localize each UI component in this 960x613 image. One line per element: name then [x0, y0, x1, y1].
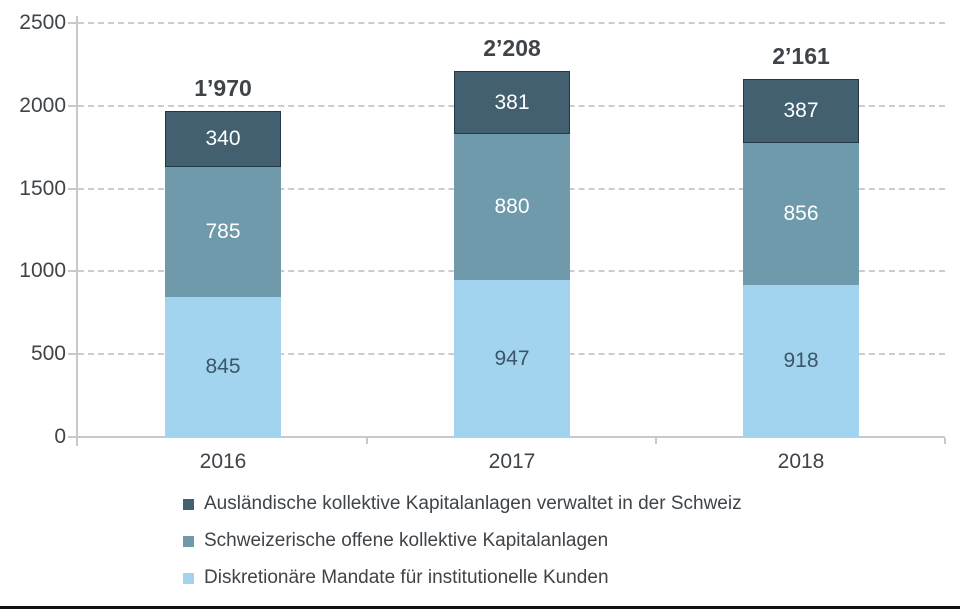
legend-label: Diskretionäre Mandate für institutionell… [204, 567, 609, 588]
bottom-divider [0, 606, 960, 609]
y-axis-label: 2500 [19, 11, 66, 34]
bar-total-label: 2’161 [772, 43, 830, 69]
y-axis-label: 1500 [19, 177, 66, 200]
legend-swatch-medium-icon [183, 536, 194, 547]
y-axis-tick [68, 436, 78, 438]
bar-segment: 387 [743, 79, 859, 143]
x-axis-line [78, 436, 945, 438]
bar-segment: 880 [454, 134, 570, 280]
legend-label: Schweizerische offene kollektive Kapital… [204, 530, 609, 551]
x-axis-tick [366, 438, 368, 444]
bar-segment: 918 [743, 285, 859, 437]
x-axis-tick [655, 438, 657, 444]
bar-total-label: 1’970 [194, 75, 252, 101]
bar-segment: 947 [454, 280, 570, 437]
legend-label: Ausländische kollektive Kapitalanlagen v… [204, 493, 742, 514]
legend-item-auslaendische-kollektive: Ausländische kollektive Kapitalanlagen v… [183, 492, 742, 516]
y-axis-tick [68, 353, 78, 355]
gridline-2500 [78, 22, 945, 24]
bar-segment: 340 [165, 111, 281, 167]
bar-total-label: 2’208 [483, 35, 541, 61]
y-axis-line [76, 16, 78, 446]
plot-area: 0 500 1000 1500 2000 2500 845 785 340 1’970 2016 94… [19, 11, 946, 473]
y-axis-label: 500 [30, 342, 66, 365]
x-axis-category-label: 2016 [199, 450, 247, 473]
x-axis-tick [944, 438, 946, 444]
x-axis-category-label: 2017 [488, 450, 536, 473]
y-axis-label: 1000 [19, 259, 66, 282]
x-axis-category-label: 2018 [777, 450, 825, 473]
bar-segment: 845 [165, 297, 281, 437]
y-axis-label: 2000 [19, 94, 66, 117]
legend-item-schweizerische-offene: Schweizerische offene kollektive Kapital… [183, 529, 608, 553]
y-axis-tick [68, 22, 78, 24]
y-axis-tick [68, 188, 78, 190]
bar-segment: 381 [454, 71, 570, 134]
bar-segment: 785 [165, 167, 281, 297]
legend-swatch-light-icon [183, 573, 194, 584]
bar-segment: 856 [743, 143, 859, 285]
legend-item-diskretionaere-mandate: Diskretionäre Mandate für institutionell… [183, 566, 609, 590]
y-axis-tick [68, 105, 78, 107]
legend-swatch-dark-icon [183, 499, 194, 510]
y-axis-label: 0 [54, 425, 66, 448]
y-axis-tick [68, 270, 78, 272]
